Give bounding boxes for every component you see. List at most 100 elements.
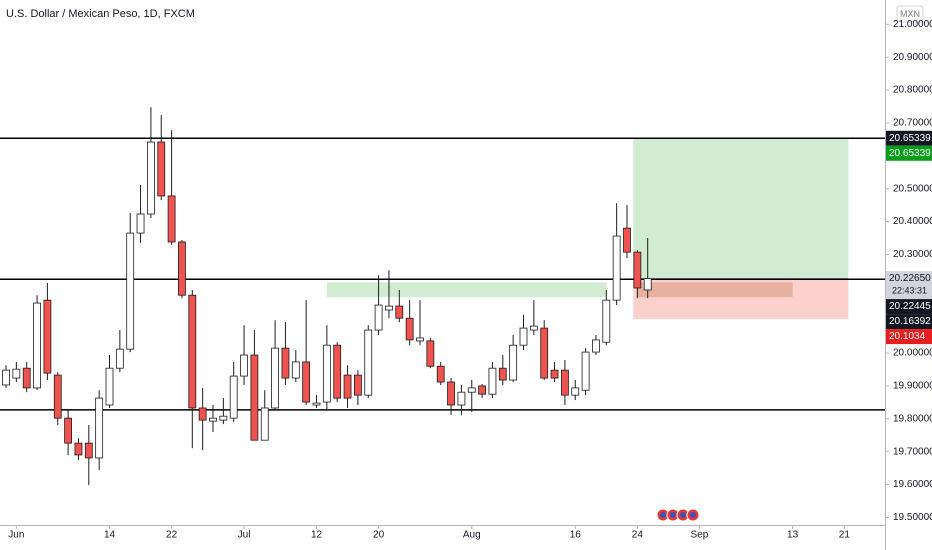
candle-body [302, 361, 311, 403]
y-tick-label: 20.90000 [893, 52, 932, 63]
zone [326, 282, 607, 298]
candle-body [84, 442, 93, 459]
x-tick-label: Sep [691, 530, 709, 541]
candle-body [2, 369, 10, 386]
candle-body [540, 327, 549, 379]
y-tick-label: 19.50000 [893, 512, 932, 523]
candle-body [426, 340, 435, 367]
candle-body [146, 141, 155, 215]
candle-body [509, 344, 518, 381]
candle-body [312, 402, 321, 406]
candle-body [498, 367, 507, 381]
candle-body [550, 369, 559, 379]
price-label: 20.65339 [889, 133, 931, 144]
y-tick-label: 20.00000 [893, 348, 932, 359]
candle-body [53, 374, 62, 419]
candle-body [561, 369, 569, 396]
candle-body [136, 213, 145, 234]
y-tick-label: 20.40000 [893, 216, 932, 227]
candle-body [178, 241, 186, 296]
candle-body [478, 385, 487, 395]
x-tick-label: 22 [166, 530, 178, 541]
candle-body [219, 415, 228, 421]
candle-body [343, 374, 352, 399]
candle-body [291, 361, 300, 379]
candle-body [43, 299, 52, 374]
event-icon-inner [680, 512, 686, 518]
y-tick-label: 19.90000 [893, 381, 932, 392]
price-label: 20.65339 [889, 148, 931, 159]
candle-body [416, 337, 424, 342]
loss-zone [633, 278, 849, 320]
candle-body [33, 302, 41, 389]
price-label-box [886, 299, 932, 315]
candle-body [353, 374, 362, 396]
candle-body [188, 294, 197, 409]
price-label-box [886, 314, 932, 330]
candle-body [633, 251, 642, 289]
candle-body [105, 367, 114, 406]
candle-body [64, 417, 72, 444]
candle-body [488, 367, 497, 395]
candle-body [95, 397, 104, 459]
y-tick-label: 21.00000 [893, 19, 932, 30]
x-tick-label: Jun [8, 530, 24, 541]
candle-body [592, 339, 600, 353]
candle-body [581, 351, 590, 391]
candle-body [74, 442, 83, 456]
event-icons[interactable] [656, 508, 700, 522]
candle-body [405, 317, 414, 341]
price-label: 20.22650 [889, 273, 931, 284]
y-tick-label: 20.30000 [893, 249, 932, 260]
candle-body [271, 347, 280, 409]
candle-body [374, 304, 383, 331]
candle-body [623, 227, 631, 253]
price-label: 20.22445 [889, 301, 931, 312]
countdown: 22:43:31 [892, 285, 927, 295]
candle-body [22, 367, 31, 389]
currency-label: MXN [900, 9, 920, 19]
candle-body [12, 368, 21, 379]
event-icon-inner [670, 512, 676, 518]
y-tick-label: 20.80000 [893, 85, 932, 96]
candle-body [322, 344, 331, 403]
candle-body [281, 347, 290, 379]
candle-body [364, 329, 373, 396]
candle-body [250, 354, 259, 441]
y-tick-label: 19.70000 [893, 446, 932, 457]
candle-body [209, 417, 217, 422]
candle-body [115, 348, 124, 369]
candle-body [385, 305, 393, 311]
x-tick-label: 13 [787, 530, 799, 541]
candle-body [612, 235, 621, 301]
candle-body [157, 141, 166, 197]
candle-body [643, 278, 652, 291]
price-label-box [886, 329, 932, 345]
chart-title: U.S. Dollar / Mexican Peso, 1D, FXCM [6, 8, 195, 20]
plot-area [0, 107, 885, 486]
candle-body [519, 327, 528, 346]
candle-body [467, 387, 476, 393]
candle-body [260, 407, 269, 441]
x-tick-label: Aug [463, 530, 481, 541]
price-label-box [886, 130, 932, 146]
candle-body [436, 365, 445, 383]
x-tick-label: 24 [632, 530, 644, 541]
candle-body [333, 344, 342, 399]
x-tick-label: 20 [373, 530, 385, 541]
candle-body [198, 407, 207, 421]
candle-body [602, 299, 611, 343]
profit-zone [633, 138, 849, 279]
candle-body [447, 381, 455, 406]
candle-body [240, 354, 248, 377]
y-tick-label: 19.60000 [893, 479, 932, 490]
event-icon-inner [690, 512, 696, 518]
x-tick-label: 14 [104, 530, 116, 541]
candle-body [571, 387, 580, 396]
x-tick-label: 21 [839, 530, 851, 541]
currency-box [896, 5, 924, 23]
y-tick-label: 20.50000 [893, 183, 932, 194]
zone [637, 282, 793, 298]
